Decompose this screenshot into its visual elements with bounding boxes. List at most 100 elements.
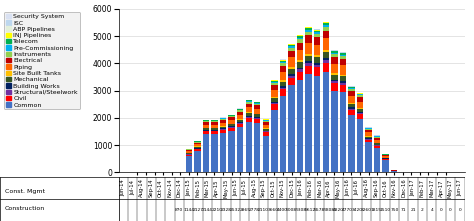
Bar — [220, 128, 226, 129]
Bar — [331, 81, 337, 83]
Text: 3660: 3660 — [267, 208, 278, 212]
Bar — [228, 117, 235, 120]
Text: 4: 4 — [430, 208, 433, 212]
Bar — [383, 155, 389, 156]
Bar — [374, 140, 380, 143]
Bar — [297, 72, 303, 80]
Bar — [194, 144, 201, 147]
Bar — [305, 28, 312, 30]
Bar — [237, 122, 243, 123]
Bar — [331, 91, 337, 172]
Bar — [271, 90, 278, 97]
Bar — [383, 158, 389, 159]
Text: 2532: 2532 — [230, 208, 241, 212]
Bar — [271, 83, 278, 85]
Text: 2: 2 — [421, 208, 424, 212]
Text: Nov-15: Nov-15 — [280, 179, 285, 197]
Bar — [322, 25, 329, 27]
Bar — [305, 54, 312, 56]
Bar — [348, 87, 355, 88]
Text: 5808: 5808 — [323, 208, 335, 212]
Text: Aug-16: Aug-16 — [364, 178, 369, 197]
Text: 1510: 1510 — [380, 208, 391, 212]
Bar — [246, 122, 252, 172]
Text: May-16: May-16 — [336, 178, 341, 198]
Bar — [322, 63, 329, 72]
Bar — [254, 105, 261, 109]
Bar — [288, 51, 295, 57]
Bar — [194, 141, 201, 142]
Bar — [322, 58, 329, 60]
Bar — [220, 122, 226, 126]
Bar — [228, 120, 235, 124]
Bar — [280, 82, 286, 86]
Text: Apr-17: Apr-17 — [438, 179, 444, 197]
Bar — [340, 75, 346, 76]
Bar — [203, 130, 209, 131]
Bar — [322, 27, 329, 31]
Bar — [322, 52, 329, 58]
Text: 21: 21 — [410, 208, 416, 212]
Text: 5578: 5578 — [314, 208, 325, 212]
Bar — [374, 137, 380, 138]
Bar — [348, 109, 355, 110]
Bar — [186, 150, 192, 151]
Bar — [348, 86, 355, 87]
Bar — [374, 148, 380, 172]
Bar — [288, 46, 295, 48]
Bar — [365, 130, 372, 132]
Bar — [348, 103, 355, 104]
Bar — [288, 44, 295, 45]
Bar — [357, 119, 363, 172]
Text: 0: 0 — [449, 208, 452, 212]
Text: Dec-15: Dec-15 — [289, 179, 294, 197]
Bar — [314, 34, 320, 37]
Text: Jul-16: Jul-16 — [355, 180, 359, 195]
Bar — [263, 136, 269, 172]
Text: Jun-16: Jun-16 — [345, 179, 350, 196]
Bar — [246, 107, 252, 112]
Text: Oct-14: Oct-14 — [158, 179, 163, 197]
Bar — [340, 92, 346, 172]
Bar — [357, 112, 363, 113]
Text: 750: 750 — [390, 208, 399, 212]
Bar — [271, 97, 278, 98]
Bar — [228, 131, 235, 172]
Bar — [263, 121, 269, 122]
Text: Jan-15: Jan-15 — [186, 179, 191, 196]
Bar — [365, 129, 372, 130]
Text: Feb-17: Feb-17 — [420, 179, 425, 197]
Text: Const. Mgmt: Const. Mgmt — [5, 189, 45, 194]
Bar — [357, 114, 363, 119]
Bar — [297, 35, 303, 36]
Bar — [348, 115, 355, 172]
Bar — [365, 136, 372, 137]
Bar — [288, 74, 295, 76]
Bar — [322, 50, 329, 52]
Bar — [280, 72, 286, 80]
Bar — [211, 134, 218, 172]
Bar — [322, 23, 329, 25]
Bar — [357, 94, 363, 95]
Bar — [305, 66, 312, 74]
Bar — [340, 56, 346, 59]
Bar — [365, 142, 372, 172]
Bar — [280, 88, 286, 89]
Text: Mar-15: Mar-15 — [205, 179, 210, 197]
Bar — [280, 96, 286, 172]
Text: 5612: 5612 — [305, 208, 316, 212]
Bar — [297, 40, 303, 43]
Bar — [357, 93, 363, 94]
Bar — [357, 95, 363, 97]
Bar — [288, 78, 295, 85]
Bar — [280, 62, 286, 63]
Bar — [254, 102, 261, 103]
Bar — [271, 82, 278, 83]
Text: 2865: 2865 — [239, 208, 250, 212]
Bar — [288, 85, 295, 172]
Bar — [383, 160, 389, 172]
Bar — [314, 65, 320, 67]
Bar — [280, 80, 286, 82]
Bar — [254, 103, 261, 104]
Bar — [305, 63, 312, 66]
